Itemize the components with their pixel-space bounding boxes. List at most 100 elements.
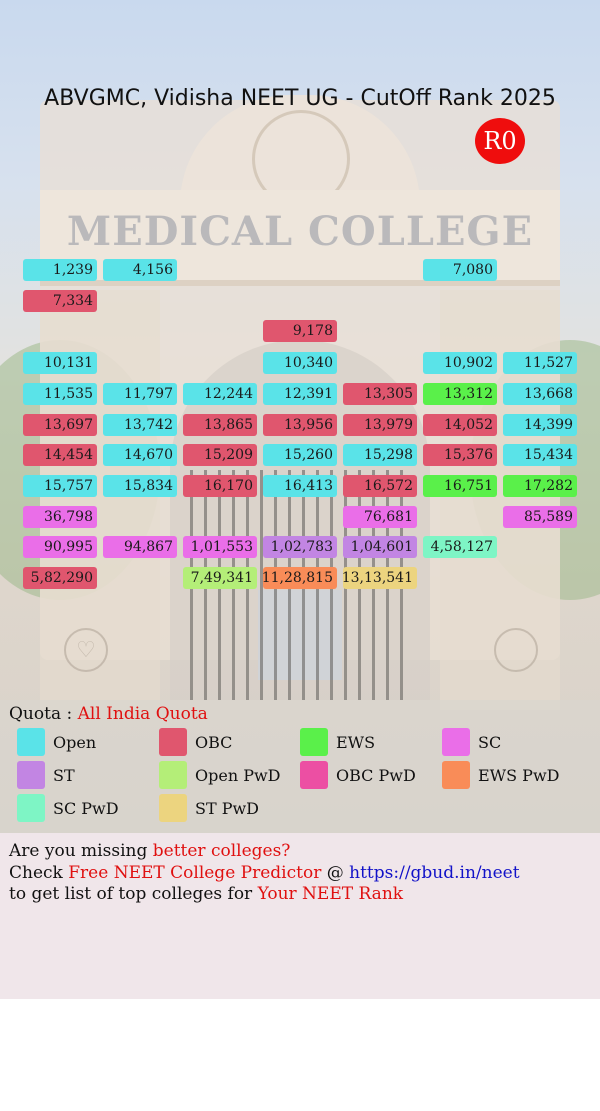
legend-swatch — [17, 761, 45, 789]
rank-cell: 7,49,341 — [183, 567, 257, 589]
rank-cell: 1,01,553 — [183, 536, 257, 558]
legend-item: ST PwD — [159, 794, 259, 822]
rank-cell: 11,527 — [503, 352, 577, 374]
legend-item: Open PwD — [159, 761, 281, 789]
footer-line-3-highlight: Your NEET Rank — [257, 884, 404, 904]
rank-cell: 4,58,127 — [423, 536, 497, 558]
footer-line-3: to get list of top colleges for Your NEE… — [9, 884, 403, 904]
rank-cell: 4,156 — [103, 259, 177, 281]
rank-cell: 13,668 — [503, 383, 577, 405]
rank-cell: 11,28,815 — [262, 567, 337, 589]
legend-swatch — [442, 761, 470, 789]
legend-item: OBC — [159, 728, 232, 756]
rank-cell: 14,670 — [103, 444, 177, 466]
rank-cell: 1,239 — [23, 259, 97, 281]
footer-promo: Are you missing better colleges? Check F… — [0, 833, 600, 999]
legend-swatch — [300, 761, 328, 789]
rank-cell: 16,413 — [263, 475, 337, 497]
rank-cell: 90,995 — [23, 536, 97, 558]
rank-cell: 7,080 — [423, 259, 497, 281]
rank-cell: 13,979 — [343, 414, 417, 436]
quota-label: Quota : — [9, 704, 73, 724]
footer-line-2: Check Free NEET College Predictor @ http… — [9, 863, 520, 883]
footer-line-1-text: Are you missing — [9, 841, 153, 861]
rank-cell: 10,131 — [23, 352, 97, 374]
rank-cell: 14,399 — [503, 414, 577, 436]
rank-cell: 10,340 — [263, 352, 337, 374]
rank-cell: 15,298 — [343, 444, 417, 466]
legend-item: EWS PwD — [442, 761, 559, 789]
legend-label: ST — [53, 765, 75, 785]
footer-line-2-at: @ — [321, 863, 350, 883]
rank-cell: 11,797 — [103, 383, 177, 405]
rank-cell: 12,244 — [183, 383, 257, 405]
legend-label: SC PwD — [53, 798, 119, 818]
legend-swatch — [300, 728, 328, 756]
legend-label: Open — [53, 732, 97, 752]
legend-item: OBC PwD — [300, 761, 416, 789]
rank-cell: 13,742 — [103, 414, 177, 436]
legend-label: OBC — [195, 732, 233, 752]
page-title: ABVGMC, Vidisha NEET UG - CutOff Rank 20… — [44, 86, 556, 111]
legend-label: OBC PwD — [336, 765, 416, 785]
legend-swatch — [442, 728, 470, 756]
legend-item: SC — [442, 728, 501, 756]
rank-cell: 7,334 — [23, 290, 97, 312]
legend-swatch — [17, 794, 45, 822]
legend-swatch — [159, 761, 187, 789]
rank-cell: 14,052 — [423, 414, 497, 436]
rank-cell: 10,902 — [423, 352, 497, 374]
rank-cell: 76,681 — [343, 506, 417, 528]
footer-line-1: Are you missing better colleges? — [9, 841, 290, 861]
rank-cell: 15,834 — [103, 475, 177, 497]
legend-swatch — [159, 794, 187, 822]
predictor-url-link[interactable]: https://gbud.in/neet — [349, 863, 520, 883]
legend-item: EWS — [300, 728, 375, 756]
rank-cell: 13,697 — [23, 414, 97, 436]
rank-cell: 1,02,783 — [263, 536, 337, 558]
rank-cell: 17,282 — [503, 475, 577, 497]
legend-item: Open — [17, 728, 96, 756]
rank-cell: 12,391 — [263, 383, 337, 405]
footer-line-3-text: to get list of top colleges for — [9, 884, 258, 904]
quota-line: Quota : All India Quota — [9, 704, 208, 724]
rank-cell: 5,82,290 — [23, 567, 97, 589]
rank-cell: 16,751 — [423, 475, 497, 497]
rank-cell: 16,170 — [183, 475, 257, 497]
legend-label: EWS PwD — [478, 765, 560, 785]
footer-line-1-highlight: better colleges? — [152, 841, 291, 861]
rank-cell: 15,757 — [23, 475, 97, 497]
legend-label: Open PwD — [195, 765, 281, 785]
rank-cell: 15,209 — [183, 444, 257, 466]
rank-cell: 13,312 — [423, 383, 497, 405]
legend-label: SC — [478, 732, 502, 752]
rank-cell: 94,867 — [103, 536, 177, 558]
rank-cell: 13,956 — [263, 414, 337, 436]
legend-item: SC PwD — [17, 794, 119, 822]
rank-cell: 85,589 — [503, 506, 577, 528]
rank-cell: 14,454 — [23, 444, 97, 466]
rank-cell: 36,798 — [23, 506, 97, 528]
rank-cell: 11,535 — [23, 383, 97, 405]
rank-cell: 1,04,601 — [343, 536, 417, 558]
heart-icon: ♡ — [64, 628, 108, 672]
rank-cell: 13,305 — [343, 383, 417, 405]
stethoscope-icon — [494, 628, 538, 672]
quota-value: All India Quota — [77, 704, 208, 724]
rank-cell: 15,434 — [503, 444, 577, 466]
poster: MEDICAL COLLEGE ♡ ABVGMC, Vidisha NEET U… — [0, 0, 600, 833]
footer-line-2-text: Check — [9, 863, 69, 883]
rank-cell: 13,13,541 — [342, 567, 417, 589]
rank-cell: 15,376 — [423, 444, 497, 466]
legend-item: ST — [17, 761, 75, 789]
rank-cell: 15,260 — [263, 444, 337, 466]
background-sign: MEDICAL COLLEGE — [66, 208, 534, 255]
rank-cell: 9,178 — [263, 320, 337, 342]
legend-label: ST PwD — [195, 798, 260, 818]
legend-label: EWS — [336, 732, 376, 752]
predictor-link-text[interactable]: Free NEET College Predictor — [68, 863, 322, 883]
rank-cell: 16,572 — [343, 475, 417, 497]
legend-swatch — [17, 728, 45, 756]
round-badge: R0 — [475, 118, 525, 164]
rank-cell: 13,865 — [183, 414, 257, 436]
